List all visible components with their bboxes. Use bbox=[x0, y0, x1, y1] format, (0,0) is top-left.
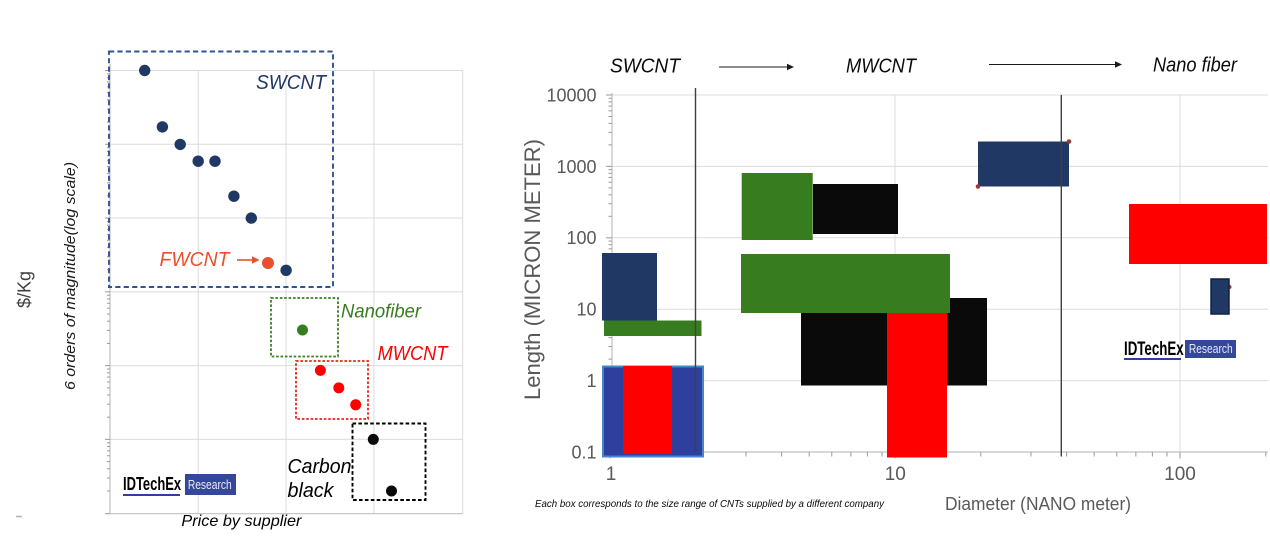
svg-text:1000: 1000 bbox=[556, 157, 596, 177]
svg-text:10000: 10000 bbox=[546, 85, 596, 105]
svg-text:black: black bbox=[288, 480, 335, 502]
svg-text:MWCNT: MWCNT bbox=[846, 56, 918, 78]
svg-text:100: 100 bbox=[566, 228, 596, 248]
svg-text:1: 1 bbox=[606, 464, 617, 485]
svg-text:SWCNT: SWCNT bbox=[610, 56, 682, 78]
svg-text:100: 100 bbox=[1164, 464, 1196, 485]
svg-text:SWCNT: SWCNT bbox=[256, 72, 328, 94]
svg-text:10: 10 bbox=[885, 464, 906, 485]
svg-text:1: 1 bbox=[586, 371, 596, 391]
svg-text:6 orders of magnitude(log scal: 6 orders of magnitude(log scale) bbox=[62, 162, 79, 390]
svg-text:Each box corresponds to the si: Each box corresponds to the size range o… bbox=[535, 498, 885, 510]
svg-text:MWCNT: MWCNT bbox=[378, 343, 450, 365]
svg-text:Price by supplier: Price by supplier bbox=[181, 513, 302, 530]
svg-text:Nano fiber: Nano fiber bbox=[1153, 55, 1238, 77]
svg-text:$/Kg: $/Kg bbox=[15, 271, 35, 308]
svg-text:0.1: 0.1 bbox=[571, 442, 596, 462]
svg-text:Nanofiber: Nanofiber bbox=[341, 302, 422, 323]
svg-text:Diameter (NANO meter): Diameter (NANO meter) bbox=[945, 494, 1131, 514]
svg-text:Carbon: Carbon bbox=[288, 456, 352, 478]
svg-text:FWCNT: FWCNT bbox=[160, 249, 232, 271]
svg-text:10: 10 bbox=[576, 300, 596, 320]
svg-text:Length (MICRON METER): Length (MICRON METER) bbox=[520, 139, 545, 400]
